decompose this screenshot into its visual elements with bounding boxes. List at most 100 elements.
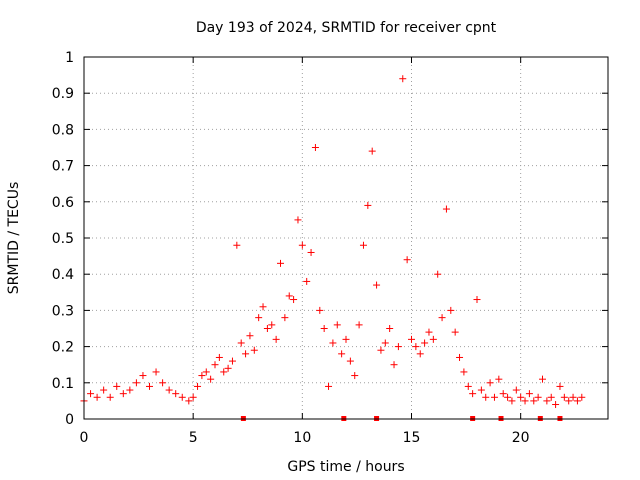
data-point xyxy=(373,281,381,289)
y-tick-label: 0 xyxy=(65,412,74,428)
y-axis-label: SRMTID / TECUs xyxy=(6,182,22,295)
data-point xyxy=(255,314,263,322)
data-point xyxy=(456,353,464,361)
data-point xyxy=(495,375,503,383)
data-point xyxy=(394,343,402,351)
data-point xyxy=(351,372,359,380)
x-axis-label: GPS time / hours xyxy=(287,459,404,475)
data-point xyxy=(408,335,415,343)
data-point xyxy=(250,346,258,354)
x-tick-label: 15 xyxy=(403,430,421,446)
data-point xyxy=(246,332,254,340)
data-point xyxy=(578,393,586,401)
y-tick-label: 1 xyxy=(65,50,74,66)
y-tick-label: 0.2 xyxy=(52,340,74,356)
data-point xyxy=(486,379,494,387)
data-point xyxy=(281,314,289,322)
data-point xyxy=(565,397,573,405)
data-point xyxy=(320,325,328,332)
data-point xyxy=(139,372,147,380)
data-point xyxy=(359,241,367,249)
x-tick-label: 20 xyxy=(512,430,530,446)
data-point xyxy=(237,339,245,347)
data-point xyxy=(303,277,311,285)
data-point xyxy=(560,393,568,401)
data-point xyxy=(87,390,95,398)
data-point xyxy=(233,241,241,249)
data-point xyxy=(368,147,376,155)
data-point xyxy=(338,350,346,358)
data-point xyxy=(146,382,153,390)
data-point xyxy=(399,75,407,83)
data-point xyxy=(152,368,160,376)
data-point xyxy=(311,144,319,151)
data-point xyxy=(442,205,450,213)
data-point xyxy=(259,303,267,311)
data-point xyxy=(482,393,490,401)
data-point xyxy=(298,241,306,249)
data-point xyxy=(573,397,581,405)
data-point xyxy=(512,386,520,394)
y-tick-label: 0.5 xyxy=(52,231,74,247)
y-tick-label: 0.9 xyxy=(52,86,74,102)
y-tick-label: 0.4 xyxy=(52,267,74,283)
data-point xyxy=(228,357,236,365)
data-point xyxy=(189,393,197,401)
data-point xyxy=(364,201,372,209)
data-point xyxy=(346,357,354,365)
plot-frame xyxy=(83,56,609,420)
data-point xyxy=(242,350,250,358)
data-point xyxy=(263,325,271,332)
data-point xyxy=(425,328,433,336)
data-point xyxy=(93,393,101,401)
data-point xyxy=(390,361,398,369)
data-points xyxy=(80,75,586,421)
data-point xyxy=(473,296,481,304)
data-point xyxy=(508,397,516,405)
data-point xyxy=(178,393,186,401)
y-tick-label: 0.1 xyxy=(52,376,74,392)
data-point xyxy=(172,390,180,398)
data-point xyxy=(530,397,538,405)
data-point xyxy=(277,259,284,267)
data-point xyxy=(342,335,350,343)
data-point xyxy=(525,390,533,398)
data-point xyxy=(543,397,551,405)
data-point xyxy=(569,393,577,401)
data-point xyxy=(412,343,420,351)
data-point xyxy=(451,328,459,336)
grid xyxy=(84,57,608,419)
data-point xyxy=(517,393,525,401)
data-point xyxy=(504,393,512,401)
data-point xyxy=(355,321,363,329)
data-point xyxy=(521,397,529,405)
y-tick-label: 0.3 xyxy=(52,303,74,319)
data-point xyxy=(165,386,173,394)
chart-title: Day 193 of 2024, SRMTID for receiver cpn… xyxy=(196,20,497,36)
data-point xyxy=(211,361,219,369)
data-point xyxy=(159,379,167,387)
data-point xyxy=(447,306,455,314)
data-point xyxy=(224,364,232,372)
x-tick-label: 10 xyxy=(293,430,311,446)
data-point xyxy=(477,386,485,394)
x-tick-label: 0 xyxy=(80,430,89,446)
data-point xyxy=(194,382,202,390)
y-tick-label: 0.8 xyxy=(52,122,74,138)
data-point xyxy=(272,335,280,343)
data-point xyxy=(539,375,546,383)
data-point xyxy=(202,368,210,376)
data-point xyxy=(438,314,446,322)
data-point xyxy=(307,248,315,256)
data-point xyxy=(421,339,429,347)
data-point xyxy=(119,390,127,398)
axis-ticks: 00.10.20.30.40.50.60.70.80.910 5 10 15 20 xyxy=(52,50,608,446)
data-point xyxy=(316,306,324,314)
data-point xyxy=(377,346,385,354)
y-tick-label: 0.6 xyxy=(52,195,74,211)
data-point xyxy=(329,339,337,347)
data-point xyxy=(460,368,468,376)
data-point xyxy=(325,382,333,390)
data-point xyxy=(556,382,564,390)
data-point xyxy=(499,390,507,398)
